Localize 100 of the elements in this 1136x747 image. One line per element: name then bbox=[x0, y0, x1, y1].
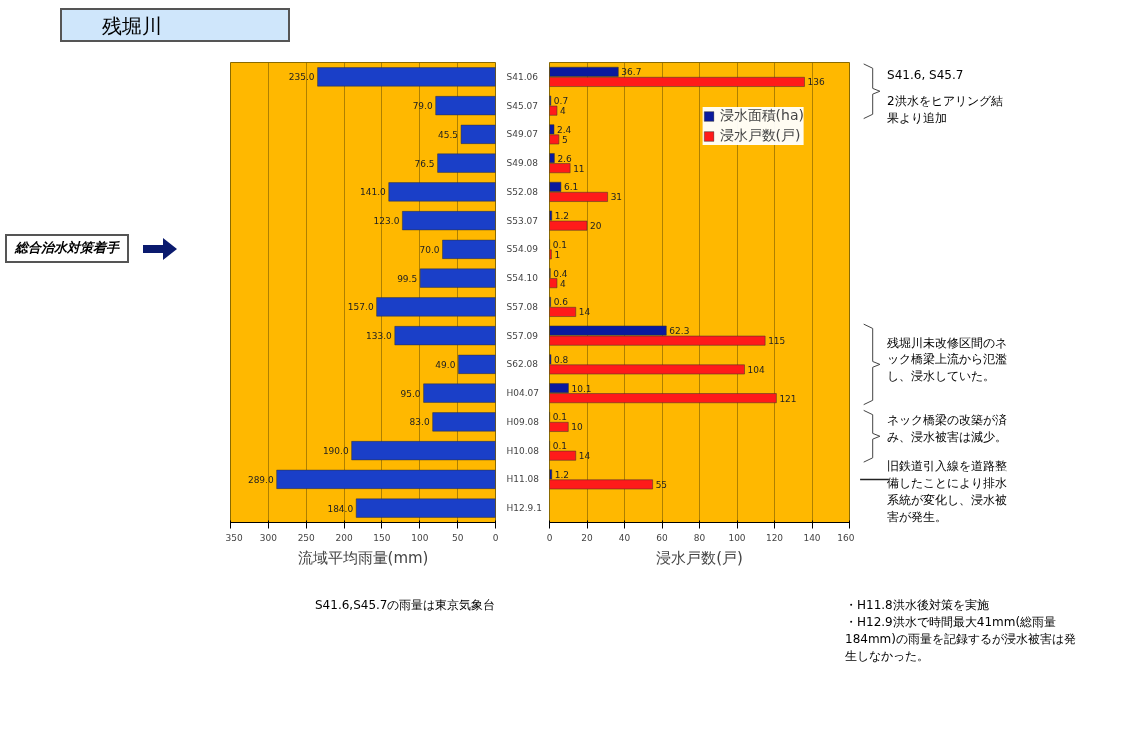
bar bbox=[388, 182, 496, 202]
bar bbox=[394, 326, 496, 346]
bar bbox=[442, 239, 496, 259]
data-label: 4 bbox=[560, 278, 566, 289]
y-tick-label: S49.08 bbox=[506, 158, 539, 169]
data-label: 121 bbox=[779, 393, 797, 404]
data-label: 133.0 bbox=[366, 331, 393, 342]
bar bbox=[276, 469, 496, 489]
y-tick-label: S54.10 bbox=[506, 273, 539, 284]
bar bbox=[376, 297, 496, 317]
x-tick-label: 350 bbox=[225, 532, 243, 543]
bar bbox=[458, 354, 496, 374]
y-tick-label: S54.09 bbox=[506, 244, 539, 255]
data-label: 1 bbox=[554, 249, 561, 260]
y-tick-label: S45.07 bbox=[506, 100, 538, 111]
data-label: 0.1 bbox=[552, 441, 568, 452]
text: S41.6,S45.7の雨量は東京気象台 bbox=[315, 597, 496, 614]
x-axis-title: 浸水戸数(戸) bbox=[656, 548, 743, 567]
y-tick-label: S62.08 bbox=[506, 359, 539, 370]
y-tick-label: H10.08 bbox=[506, 445, 540, 456]
data-label: 136 bbox=[807, 77, 825, 88]
data-label: 157.0 bbox=[347, 302, 374, 313]
x-tick-label: 150 bbox=[373, 532, 391, 543]
x-tick-label: 0 bbox=[492, 532, 499, 543]
data-label: 79.0 bbox=[412, 101, 433, 112]
y-tick-label: S53.07 bbox=[506, 215, 538, 226]
x-tick-label: 160 bbox=[837, 532, 855, 543]
data-label: 70.0 bbox=[419, 244, 440, 255]
bar bbox=[437, 153, 496, 173]
x-tick-label: 100 bbox=[728, 532, 746, 543]
data-label: 6.1 bbox=[563, 182, 579, 193]
data-label: 99.5 bbox=[397, 273, 418, 284]
data-label: 141.0 bbox=[359, 187, 387, 198]
y-tick-label: H09.08 bbox=[506, 416, 540, 427]
y-tick-label: S57.09 bbox=[506, 330, 539, 341]
bar bbox=[435, 96, 496, 116]
data-label: 184.0 bbox=[327, 503, 354, 514]
data-label: 20 bbox=[590, 221, 602, 232]
data-label: 10 bbox=[571, 422, 583, 433]
data-label: 4 bbox=[560, 106, 566, 117]
data-label: 5 bbox=[561, 134, 568, 145]
x-tick-label: 0 bbox=[546, 532, 553, 543]
data-label: 55 bbox=[655, 479, 668, 490]
data-label: 49.0 bbox=[435, 359, 456, 370]
x-tick-label: 250 bbox=[297, 532, 316, 543]
data-label: 123.0 bbox=[373, 216, 400, 227]
y-tick-label: H11.08 bbox=[506, 474, 540, 485]
x-axis-title: 流域平均雨量(mm) bbox=[297, 548, 429, 567]
bar bbox=[419, 268, 496, 288]
y-tick-label: S49.07 bbox=[506, 129, 538, 140]
chart-title: 残堀川 bbox=[102, 13, 162, 40]
bar bbox=[351, 441, 496, 461]
data-label: 0.1 bbox=[552, 412, 568, 423]
text: 残堀川未改修区間のネック橋梁上流から氾濫し、浸水していた。 bbox=[887, 335, 1008, 384]
data-label: 83.0 bbox=[409, 417, 430, 428]
x-tick-label: 60 bbox=[656, 532, 668, 543]
x-tick-label: 300 bbox=[259, 532, 278, 543]
data-label: 10.1 bbox=[571, 383, 592, 394]
text: ・H12.9洪水で時間最大41mm(総雨量184mm)の雨量を記録するが浸水被害は発生しなかった。 bbox=[845, 614, 1077, 666]
data-label: 1.2 bbox=[554, 469, 570, 480]
x-tick-label: 50 bbox=[451, 532, 464, 543]
data-label: 235.0 bbox=[288, 72, 315, 83]
x-tick-label: 80 bbox=[693, 532, 706, 543]
text: 2洪水をヒアリング結果より追加 bbox=[887, 94, 1003, 125]
y-tick-label: S57.08 bbox=[506, 301, 539, 312]
data-label: 0.8 bbox=[554, 354, 569, 365]
y-tick-label: H04.07 bbox=[506, 388, 540, 399]
y-tick-label: H12.9.1 bbox=[506, 503, 542, 514]
bar bbox=[423, 383, 496, 403]
legend-label: 浸水戸数(戸) bbox=[719, 127, 801, 145]
data-label: 190.0 bbox=[322, 446, 349, 457]
bar bbox=[460, 124, 496, 144]
bar bbox=[549, 450, 576, 461]
legend-label: 浸水面積(ha) bbox=[719, 107, 804, 125]
data-label: 95.0 bbox=[400, 388, 421, 399]
x-tick-label: 140 bbox=[803, 532, 821, 543]
data-label: 36.7 bbox=[621, 67, 642, 78]
text: ・H11.8洪水後対策を実施 bbox=[845, 597, 990, 614]
data-label: 45.5 bbox=[438, 129, 459, 140]
data-label: 0.1 bbox=[552, 239, 568, 250]
x-tick-label: 40 bbox=[618, 532, 631, 543]
x-tick-label: 20 bbox=[581, 532, 593, 543]
data-label: 62.3 bbox=[669, 326, 690, 337]
bar bbox=[549, 422, 569, 432]
data-label: 0.6 bbox=[553, 297, 569, 308]
text: ネック橋梁の改築が済み、浸水被害は減少。 bbox=[887, 413, 1008, 445]
y-tick-label: S41.06 bbox=[506, 71, 539, 82]
data-label: 0.4 bbox=[553, 268, 568, 279]
data-label: 104 bbox=[747, 364, 765, 375]
data-label: 14 bbox=[578, 307, 591, 318]
data-label: 2.6 bbox=[557, 153, 572, 164]
data-label: 0.7 bbox=[553, 96, 569, 107]
text: S41.6, S45.7 bbox=[887, 68, 964, 83]
bar bbox=[317, 67, 496, 87]
text: 旧鉄道引入線を道路整備したことにより排水系統が変化し、浸水被害が発生。 bbox=[887, 459, 1008, 524]
x-tick-label: 120 bbox=[765, 532, 784, 543]
data-label: 14 bbox=[578, 451, 591, 462]
data-label: 115 bbox=[768, 336, 786, 347]
data-label: 1.2 bbox=[554, 211, 570, 222]
data-label: 2.4 bbox=[557, 124, 572, 135]
